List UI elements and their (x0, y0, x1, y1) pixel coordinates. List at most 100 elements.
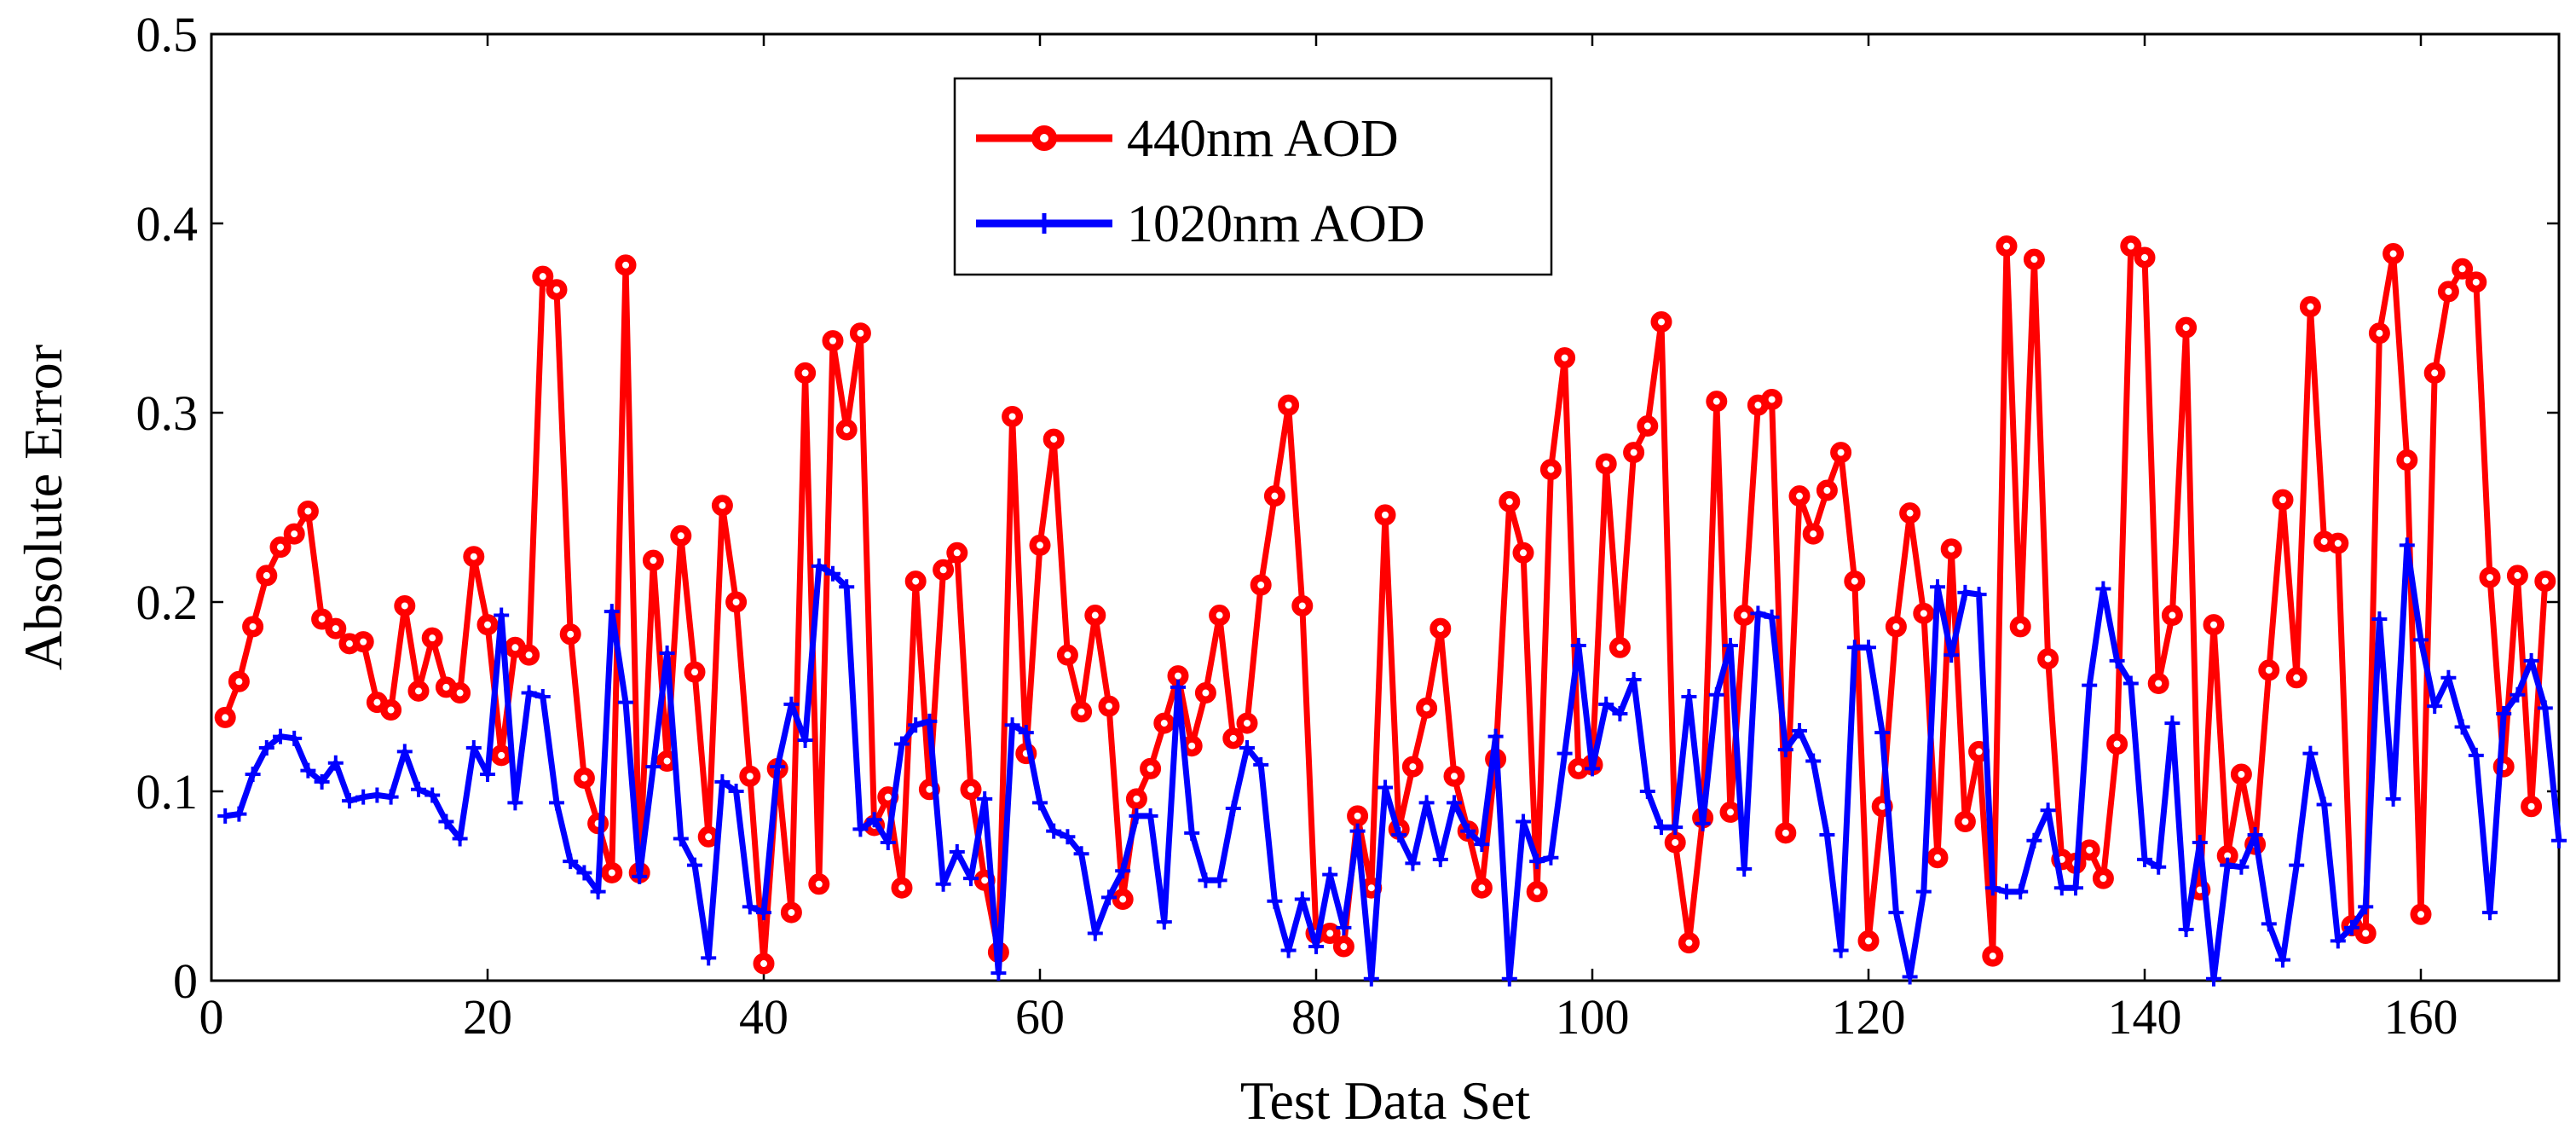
data-point (618, 694, 633, 710)
data-point (2427, 698, 2443, 715)
data-point (1418, 795, 1435, 811)
data-point-center (2486, 574, 2493, 582)
data-point-center (2113, 740, 2121, 748)
data-point-center (2458, 265, 2466, 273)
data-point-center (677, 532, 684, 540)
data-point-center (1064, 651, 1071, 659)
data-point-center (1229, 734, 1237, 742)
data-point-center (1382, 511, 1389, 518)
data-point (1046, 823, 1062, 839)
data-point-center (1934, 854, 1941, 861)
data-point (369, 787, 385, 803)
data-point (2413, 632, 2429, 648)
data-point (2537, 700, 2553, 716)
data-point-center (1989, 953, 1996, 960)
data-point-center (2376, 329, 2383, 337)
data-point-center (1892, 623, 1900, 630)
data-point (1570, 638, 1586, 654)
data-point-center (1768, 396, 1776, 403)
data-point-center (429, 634, 436, 642)
data-point-center (1257, 582, 1265, 589)
data-point (770, 759, 786, 775)
x-axis-title: Test Data Set (1240, 1070, 1531, 1131)
data-point (2068, 880, 2083, 896)
data-point (2344, 919, 2359, 935)
data-point (2523, 652, 2539, 669)
data-point (480, 767, 495, 783)
data-point (908, 717, 924, 733)
data-point (728, 784, 744, 799)
data-point-center (2265, 666, 2273, 674)
data-point-center (898, 884, 905, 892)
data-point-center (1367, 884, 1375, 892)
data-point (604, 604, 620, 620)
data-point-center (926, 785, 933, 793)
data-point-center (746, 773, 754, 780)
data-point (1474, 837, 1490, 853)
data-point (1308, 939, 1324, 955)
data-point-center (1008, 413, 1016, 420)
data-point-center (691, 669, 698, 676)
data-point (714, 773, 731, 790)
y-tick-label: 0.1 (136, 764, 199, 819)
data-point (1557, 745, 1573, 761)
data-point (866, 812, 882, 828)
data-point-center (2210, 621, 2217, 628)
data-point-center (456, 689, 464, 697)
data-point (1971, 587, 1987, 603)
data-point (1750, 605, 1766, 622)
data-point-center (2224, 852, 2232, 860)
data-point (355, 789, 372, 805)
data-point (1018, 725, 1034, 741)
data-point (1225, 800, 1241, 816)
data-point (300, 762, 316, 779)
data-point-center (1823, 487, 1831, 495)
data-point (1639, 784, 1655, 799)
data-point (438, 814, 454, 830)
data-point (2330, 933, 2346, 949)
data-point-center (2086, 846, 2094, 854)
data-point-center (1879, 802, 1886, 810)
data-point-center (1837, 449, 1845, 456)
data-point-center (1961, 818, 1969, 825)
data-point (521, 685, 537, 701)
data-point (2164, 715, 2180, 732)
data-point-center (2155, 680, 2163, 687)
data-point-center (1754, 402, 1762, 409)
data-point-center (2044, 655, 2052, 663)
data-point (756, 905, 771, 921)
data-point-center (442, 683, 450, 691)
data-point-center (2362, 929, 2370, 937)
data-point-center (2541, 577, 2549, 585)
data-point-center (332, 625, 339, 633)
data-point (701, 950, 717, 966)
data-point (1239, 739, 1255, 756)
data-point (1764, 609, 1780, 625)
data-point-center (1685, 939, 1693, 947)
data-point-center (1796, 492, 1803, 500)
data-point-center (663, 757, 671, 765)
data-point (549, 795, 564, 811)
data-point (1708, 686, 1724, 703)
data-point (673, 831, 689, 847)
data-point (327, 755, 344, 771)
data-point-center (1851, 577, 1858, 585)
data-point-center (1451, 773, 1458, 780)
data-point (645, 759, 661, 775)
data-point-center (2030, 256, 2038, 263)
data-point-center (1643, 422, 1651, 430)
data-point (2482, 905, 2498, 921)
data-point-center (470, 553, 477, 560)
data-point-center (981, 877, 989, 884)
data-point-center (1037, 541, 1043, 549)
data-point (1294, 891, 1310, 907)
data-point (2013, 883, 2029, 900)
data-point-center (2127, 242, 2134, 250)
data-point (1004, 717, 1020, 733)
data-point (465, 739, 482, 756)
y-tick-label: 0.3 (136, 385, 199, 441)
data-point-center (1354, 812, 1361, 819)
data-point-center (1630, 449, 1637, 456)
data-point (852, 821, 869, 837)
data-point (1432, 851, 1448, 867)
